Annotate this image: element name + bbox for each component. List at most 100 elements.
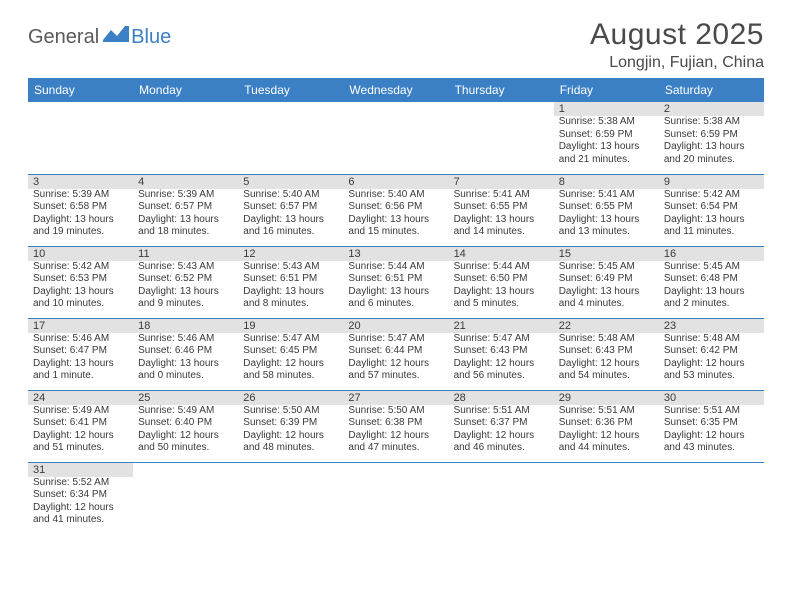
month-title: August 2025 (590, 18, 764, 52)
sunrise-line: Sunrise: 5:52 AM (33, 477, 128, 490)
daylight-line: Daylight: 13 hours and 18 minutes. (138, 214, 233, 239)
day-number: 21 (449, 319, 554, 333)
sunset-line: Sunset: 6:50 PM (454, 273, 549, 286)
day-details: Sunrise: 5:38 AMSunset: 6:59 PMDaylight:… (554, 116, 659, 169)
day-number: 29 (554, 391, 659, 405)
daylight-line: Daylight: 12 hours and 54 minutes. (559, 358, 654, 383)
day-details: Sunrise: 5:45 AMSunset: 6:48 PMDaylight:… (659, 261, 764, 314)
sunset-line: Sunset: 6:51 PM (348, 273, 443, 286)
day-number: 2 (659, 102, 764, 116)
calendar-row: 1Sunrise: 5:38 AMSunset: 6:59 PMDaylight… (28, 102, 764, 174)
daylight-line: Daylight: 13 hours and 6 minutes. (348, 286, 443, 311)
day-number: 7 (449, 175, 554, 189)
calendar-cell: 26Sunrise: 5:50 AMSunset: 6:39 PMDayligh… (238, 390, 343, 462)
calendar-cell: 25Sunrise: 5:49 AMSunset: 6:40 PMDayligh… (133, 390, 238, 462)
day-details: Sunrise: 5:42 AMSunset: 6:54 PMDaylight:… (659, 189, 764, 242)
sunset-line: Sunset: 6:40 PM (138, 417, 233, 430)
weekday-header: Sunday (28, 78, 133, 102)
calendar-cell: 15Sunrise: 5:45 AMSunset: 6:49 PMDayligh… (554, 246, 659, 318)
calendar-cell: 2Sunrise: 5:38 AMSunset: 6:59 PMDaylight… (659, 102, 764, 174)
day-details: Sunrise: 5:40 AMSunset: 6:57 PMDaylight:… (238, 189, 343, 242)
sunrise-line: Sunrise: 5:38 AM (559, 116, 654, 129)
day-details: Sunrise: 5:44 AMSunset: 6:51 PMDaylight:… (343, 261, 448, 314)
day-number: 17 (28, 319, 133, 333)
sunset-line: Sunset: 6:54 PM (664, 201, 759, 214)
day-number: 27 (343, 391, 448, 405)
day-number: 6 (343, 175, 448, 189)
calendar-cell: 27Sunrise: 5:50 AMSunset: 6:38 PMDayligh… (343, 390, 448, 462)
day-number: 19 (238, 319, 343, 333)
day-number: 12 (238, 247, 343, 261)
sunset-line: Sunset: 6:57 PM (138, 201, 233, 214)
calendar-cell: 14Sunrise: 5:44 AMSunset: 6:50 PMDayligh… (449, 246, 554, 318)
calendar-cell: 3Sunrise: 5:39 AMSunset: 6:58 PMDaylight… (28, 174, 133, 246)
calendar-cell: 4Sunrise: 5:39 AMSunset: 6:57 PMDaylight… (133, 174, 238, 246)
day-number: 4 (133, 175, 238, 189)
sunset-line: Sunset: 6:58 PM (33, 201, 128, 214)
day-number: 8 (554, 175, 659, 189)
calendar-cell: 1Sunrise: 5:38 AMSunset: 6:59 PMDaylight… (554, 102, 659, 174)
day-details: Sunrise: 5:51 AMSunset: 6:36 PMDaylight:… (554, 405, 659, 458)
calendar-row: 17Sunrise: 5:46 AMSunset: 6:47 PMDayligh… (28, 318, 764, 390)
sunset-line: Sunset: 6:47 PM (33, 345, 128, 358)
sunset-line: Sunset: 6:36 PM (559, 417, 654, 430)
daylight-line: Daylight: 12 hours and 47 minutes. (348, 430, 443, 455)
daylight-line: Daylight: 13 hours and 2 minutes. (664, 286, 759, 311)
location-label: Longjin, Fujian, China (590, 54, 764, 72)
sunrise-line: Sunrise: 5:49 AM (33, 405, 128, 418)
day-details: Sunrise: 5:46 AMSunset: 6:47 PMDaylight:… (28, 333, 133, 386)
sunrise-line: Sunrise: 5:46 AM (138, 333, 233, 346)
sunset-line: Sunset: 6:55 PM (559, 201, 654, 214)
sunset-line: Sunset: 6:57 PM (243, 201, 338, 214)
sunrise-line: Sunrise: 5:49 AM (138, 405, 233, 418)
day-number: 28 (449, 391, 554, 405)
weekday-header: Friday (554, 78, 659, 102)
calendar-head: SundayMondayTuesdayWednesdayThursdayFrid… (28, 78, 764, 102)
calendar-cell: 13Sunrise: 5:44 AMSunset: 6:51 PMDayligh… (343, 246, 448, 318)
day-number: 14 (449, 247, 554, 261)
sunset-line: Sunset: 6:53 PM (33, 273, 128, 286)
day-details: Sunrise: 5:48 AMSunset: 6:42 PMDaylight:… (659, 333, 764, 386)
daylight-line: Daylight: 13 hours and 1 minute. (33, 358, 128, 383)
daylight-line: Daylight: 13 hours and 8 minutes. (243, 286, 338, 311)
sunrise-line: Sunrise: 5:40 AM (243, 189, 338, 202)
daylight-line: Daylight: 13 hours and 9 minutes. (138, 286, 233, 311)
calendar-cell: 10Sunrise: 5:42 AMSunset: 6:53 PMDayligh… (28, 246, 133, 318)
calendar-cell: 28Sunrise: 5:51 AMSunset: 6:37 PMDayligh… (449, 390, 554, 462)
daylight-line: Daylight: 13 hours and 0 minutes. (138, 358, 233, 383)
sunrise-line: Sunrise: 5:50 AM (243, 405, 338, 418)
sunrise-line: Sunrise: 5:43 AM (243, 261, 338, 274)
sunrise-line: Sunrise: 5:39 AM (33, 189, 128, 202)
day-number: 1 (554, 102, 659, 116)
day-details: Sunrise: 5:43 AMSunset: 6:51 PMDaylight:… (238, 261, 343, 314)
weekday-header: Thursday (449, 78, 554, 102)
calendar-cell (659, 462, 764, 534)
weekday-row: SundayMondayTuesdayWednesdayThursdayFrid… (28, 78, 764, 102)
calendar-row: 10Sunrise: 5:42 AMSunset: 6:53 PMDayligh… (28, 246, 764, 318)
day-details: Sunrise: 5:47 AMSunset: 6:43 PMDaylight:… (449, 333, 554, 386)
day-number: 10 (28, 247, 133, 261)
sunrise-line: Sunrise: 5:47 AM (454, 333, 549, 346)
sunrise-line: Sunrise: 5:43 AM (138, 261, 233, 274)
day-number: 24 (28, 391, 133, 405)
day-details: Sunrise: 5:41 AMSunset: 6:55 PMDaylight:… (449, 189, 554, 242)
calendar-cell (133, 102, 238, 174)
calendar-cell (343, 462, 448, 534)
daylight-line: Daylight: 12 hours and 43 minutes. (664, 430, 759, 455)
calendar-cell: 19Sunrise: 5:47 AMSunset: 6:45 PMDayligh… (238, 318, 343, 390)
sunrise-line: Sunrise: 5:40 AM (348, 189, 443, 202)
daylight-line: Daylight: 12 hours and 48 minutes. (243, 430, 338, 455)
sunset-line: Sunset: 6:56 PM (348, 201, 443, 214)
day-number: 13 (343, 247, 448, 261)
weekday-header: Monday (133, 78, 238, 102)
weekday-header: Wednesday (343, 78, 448, 102)
sunset-line: Sunset: 6:59 PM (664, 129, 759, 142)
day-number: 16 (659, 247, 764, 261)
day-number: 30 (659, 391, 764, 405)
daylight-line: Daylight: 12 hours and 41 minutes. (33, 502, 128, 527)
calendar-cell: 29Sunrise: 5:51 AMSunset: 6:36 PMDayligh… (554, 390, 659, 462)
daylight-line: Daylight: 12 hours and 51 minutes. (33, 430, 128, 455)
sunset-line: Sunset: 6:45 PM (243, 345, 338, 358)
brand-part1: General (28, 26, 99, 49)
calendar-row: 31Sunrise: 5:52 AMSunset: 6:34 PMDayligh… (28, 462, 764, 534)
